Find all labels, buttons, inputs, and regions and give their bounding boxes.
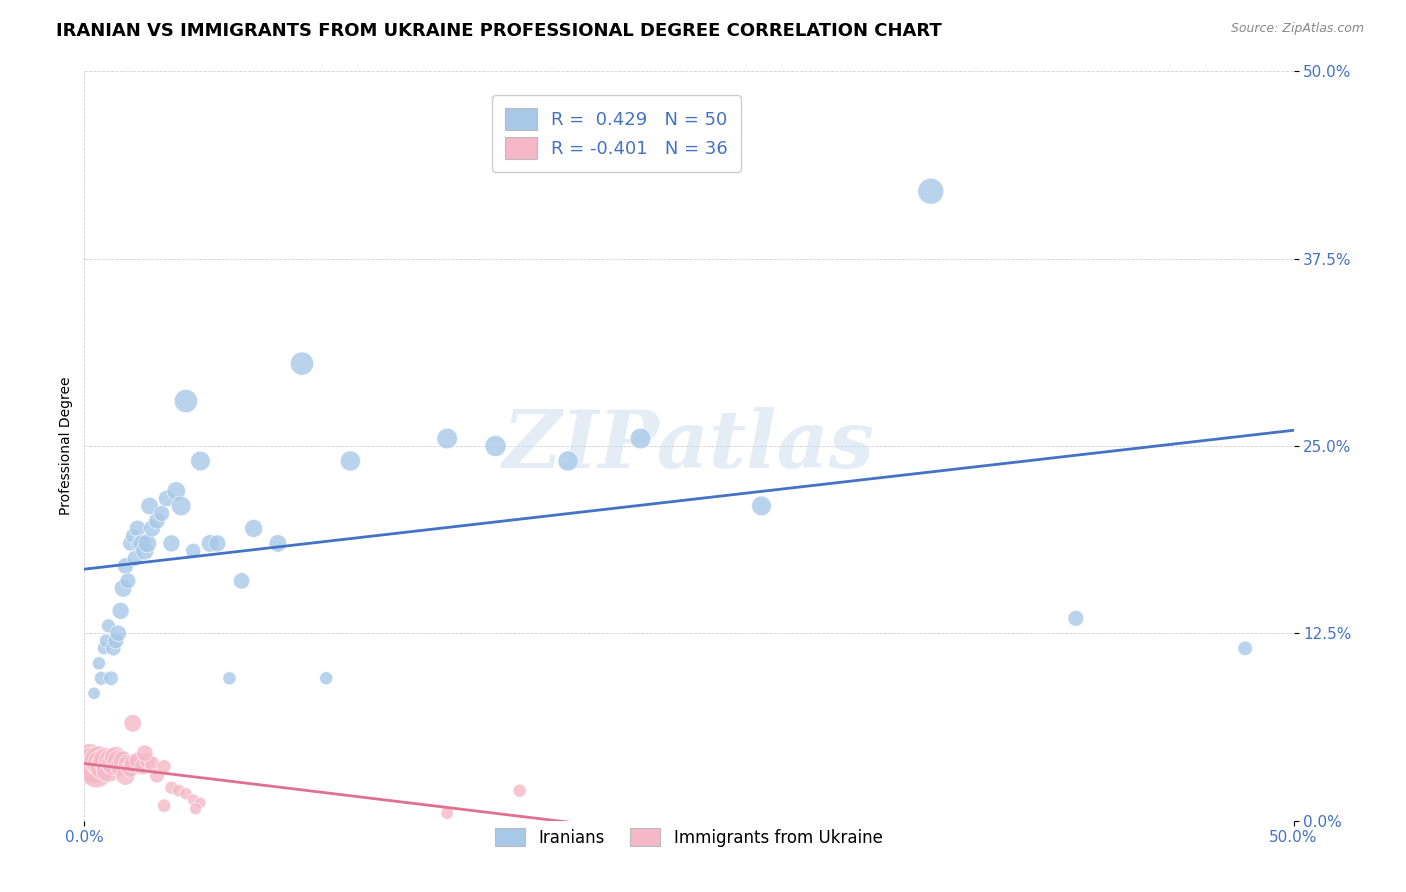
Point [127, 521, 149, 535]
Point [231, 574, 253, 588]
Point [315, 671, 337, 685]
Point [121, 756, 143, 771]
Point [134, 746, 156, 760]
Point [104, 750, 127, 764]
Point [97, 619, 120, 633]
Point [165, 483, 187, 498]
Point [110, 760, 132, 774]
Point [181, 792, 204, 806]
Point [112, 582, 135, 596]
Legend: Iranians, Immigrants from Ukraine: Iranians, Immigrants from Ukraine [489, 822, 889, 854]
Y-axis label: Professional Degree: Professional Degree [59, 376, 73, 516]
Point [291, 357, 314, 371]
Point [153, 760, 176, 774]
Point [110, 604, 132, 618]
Point [86, 765, 108, 780]
Point [93, 641, 115, 656]
Point [174, 394, 197, 409]
Point [80, 756, 103, 771]
Point [117, 574, 139, 588]
Point [557, 454, 579, 468]
Point [153, 798, 176, 813]
Point [207, 536, 229, 550]
Point [1234, 641, 1257, 656]
Point [141, 756, 163, 771]
Text: Source: ZipAtlas.com: Source: ZipAtlas.com [1230, 22, 1364, 36]
Point [120, 536, 142, 550]
Point [107, 754, 129, 768]
Point [146, 769, 169, 783]
Point [77, 754, 100, 768]
Point [131, 536, 153, 550]
Point [121, 529, 143, 543]
Point [97, 763, 120, 777]
Point [190, 796, 212, 810]
Point [630, 432, 652, 446]
Point [184, 802, 207, 816]
Point [751, 499, 773, 513]
Point [509, 783, 531, 797]
Point [170, 499, 193, 513]
Point [87, 657, 110, 671]
Point [90, 756, 112, 771]
Point [198, 536, 221, 550]
Point [134, 544, 156, 558]
Point [484, 439, 506, 453]
Point [167, 783, 190, 797]
Point [436, 432, 458, 446]
Point [146, 514, 169, 528]
Point [218, 671, 240, 685]
Text: IRANIAN VS IMMIGRANTS FROM UKRAINE PROFESSIONAL DEGREE CORRELATION CHART: IRANIAN VS IMMIGRANTS FROM UKRAINE PROFE… [56, 22, 942, 40]
Point [136, 754, 159, 768]
Point [94, 633, 117, 648]
Point [83, 761, 105, 775]
Point [150, 507, 173, 521]
Point [141, 521, 163, 535]
Point [129, 536, 152, 550]
Point [103, 756, 125, 771]
Point [90, 671, 112, 685]
Point [267, 536, 290, 550]
Point [181, 544, 204, 558]
Point [100, 754, 122, 768]
Point [1064, 611, 1087, 625]
Point [112, 754, 135, 768]
Point [160, 536, 183, 550]
Point [160, 780, 183, 795]
Point [93, 760, 115, 774]
Point [136, 536, 159, 550]
Point [104, 633, 127, 648]
Point [103, 641, 125, 656]
Point [124, 551, 146, 566]
Point [436, 806, 458, 821]
Point [114, 769, 136, 783]
Point [242, 521, 264, 535]
Point [83, 686, 105, 700]
Point [107, 626, 129, 640]
Point [94, 754, 117, 768]
Point [131, 760, 153, 774]
Point [100, 671, 122, 685]
Point [87, 754, 110, 768]
Point [190, 454, 212, 468]
Point [127, 754, 149, 768]
Point [114, 558, 136, 573]
Point [155, 491, 177, 506]
Point [920, 184, 942, 198]
Point [117, 756, 139, 771]
Point [174, 787, 197, 801]
Point [121, 716, 143, 731]
Text: ZIPatlas: ZIPatlas [503, 408, 875, 484]
Point [120, 761, 142, 775]
Point [339, 454, 361, 468]
Point [138, 499, 160, 513]
